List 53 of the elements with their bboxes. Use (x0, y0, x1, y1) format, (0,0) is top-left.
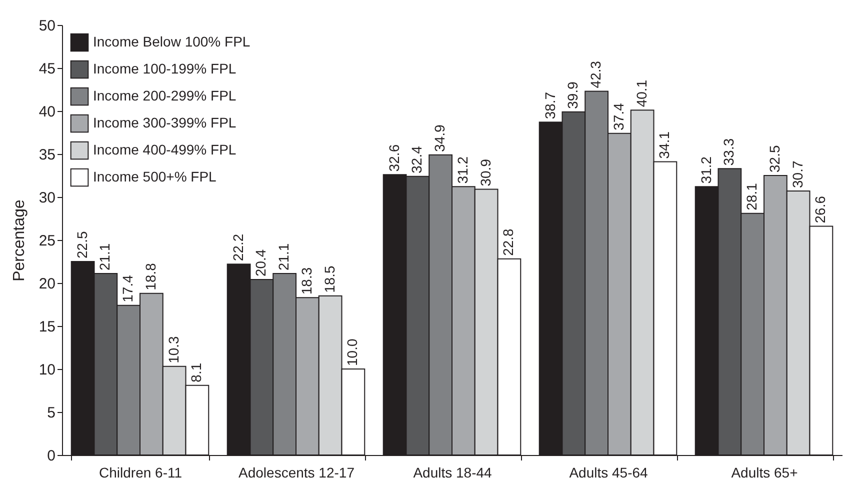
data-label: 39.9 (564, 81, 581, 109)
data-label: 10.0 (344, 338, 360, 366)
y-tick-label: 0 (47, 448, 56, 464)
data-label: 22.5 (74, 231, 90, 258)
data-label: 17.4 (120, 274, 136, 302)
y-tick-label: 30 (38, 190, 56, 206)
data-label: 28.1 (744, 182, 760, 210)
data-label: 18.8 (142, 262, 158, 290)
y-tick-label: 5 (47, 404, 56, 422)
data-label: 22.2 (230, 234, 246, 262)
legend-label: Income 300-399% FPL (93, 114, 236, 130)
data-label: 33.3 (720, 138, 737, 166)
legend-label: Income 500+% FPL (93, 168, 217, 184)
data-label: 31.2 (698, 156, 714, 184)
legend-label: Income 200-299% FPL (93, 88, 236, 104)
data-label: 40.1 (633, 80, 650, 108)
legend-label: Income Below 100% FPL (93, 34, 250, 50)
data-label: 34.9 (432, 124, 448, 152)
data-label: 30.9 (477, 158, 494, 186)
data-label: 32.6 (386, 144, 402, 172)
y-axis-title: Percentage (10, 199, 28, 282)
data-label: 8.1 (188, 362, 204, 382)
x-tick-label: Adults 45-64 (569, 464, 648, 480)
x-tick-label: Adolescents 12-17 (238, 464, 355, 480)
legend-label: Income 400-499% FPL (93, 142, 236, 158)
data-label: 21.1 (96, 243, 113, 271)
data-label: 30.7 (789, 160, 806, 188)
y-tick-label: 40 (38, 104, 56, 120)
x-tick-label: Adults 65+ (731, 464, 798, 480)
x-tick-label: Adults 18-44 (413, 464, 492, 480)
y-tick-label: 15 (38, 318, 56, 336)
data-label: 22.8 (500, 228, 516, 256)
data-label: 18.3 (298, 267, 314, 295)
legend-label: Income 100-199% FPL (93, 60, 236, 76)
data-label: 10.3 (165, 336, 182, 364)
data-label: 18.5 (321, 265, 338, 293)
y-tick-label: 35 (38, 146, 56, 164)
data-label: 32.5 (766, 145, 782, 172)
data-label: 26.6 (812, 196, 828, 224)
data-label: 32.4 (408, 146, 425, 174)
data-label: 38.7 (542, 92, 558, 120)
data-label: 20.4 (252, 249, 269, 277)
data-label: 42.3 (588, 60, 604, 88)
y-tick-label: 45 (38, 60, 56, 78)
y-tick-label: 20 (38, 276, 56, 292)
y-tick-label: 10 (38, 362, 56, 378)
y-tick-label: 50 (38, 18, 56, 34)
data-label: 37.4 (610, 102, 626, 130)
data-label: 21.1 (276, 243, 292, 271)
data-label: 31.2 (454, 156, 470, 184)
y-tick-label: 25 (38, 232, 56, 250)
x-tick-label: Children 6-11 (98, 464, 182, 480)
data-label: 34.1 (656, 131, 672, 159)
